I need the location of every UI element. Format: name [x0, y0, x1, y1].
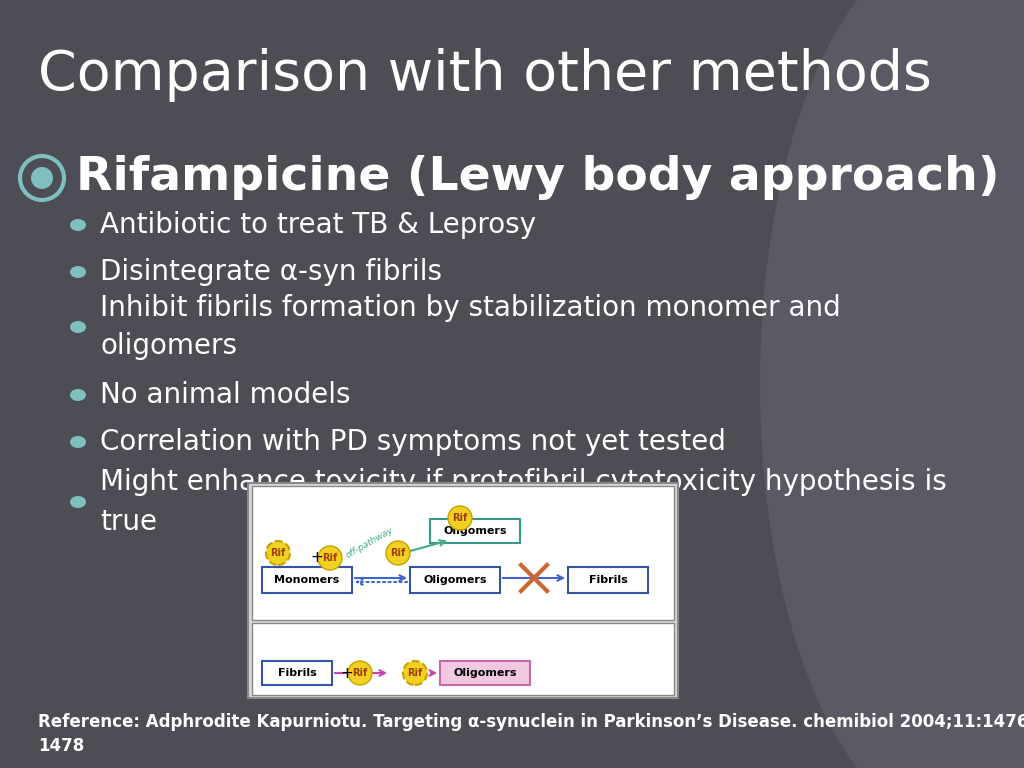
- Text: Disintegrate α-syn fibrils: Disintegrate α-syn fibrils: [100, 258, 442, 286]
- FancyBboxPatch shape: [410, 567, 500, 593]
- Text: Rif: Rif: [352, 668, 368, 678]
- Ellipse shape: [70, 321, 86, 333]
- FancyBboxPatch shape: [248, 483, 678, 698]
- Text: Oligomers: Oligomers: [423, 575, 486, 585]
- Ellipse shape: [70, 389, 86, 401]
- Text: Fibrils: Fibrils: [278, 668, 316, 678]
- Circle shape: [348, 661, 372, 685]
- Text: Oligomers: Oligomers: [454, 668, 517, 678]
- Text: off-pathway: off-pathway: [344, 526, 395, 561]
- Text: +: +: [310, 551, 324, 565]
- FancyBboxPatch shape: [430, 519, 520, 543]
- FancyBboxPatch shape: [440, 661, 530, 685]
- FancyBboxPatch shape: [252, 623, 674, 695]
- FancyBboxPatch shape: [568, 567, 648, 593]
- Text: Rif: Rif: [408, 668, 423, 678]
- Text: No animal models: No animal models: [100, 381, 350, 409]
- Ellipse shape: [70, 436, 86, 448]
- Circle shape: [318, 546, 342, 570]
- Ellipse shape: [70, 219, 86, 231]
- Text: Rif: Rif: [390, 548, 406, 558]
- Circle shape: [449, 506, 472, 530]
- Text: Reference: Adphrodite Kapurniotu. Targeting α-synuclein in Parkinson’s Disease. : Reference: Adphrodite Kapurniotu. Target…: [38, 713, 1024, 755]
- Ellipse shape: [70, 266, 86, 278]
- Text: Might enhance toxicity if protofibril cytotoxicity hypothesis is
true: Might enhance toxicity if protofibril cy…: [100, 468, 947, 535]
- FancyBboxPatch shape: [262, 567, 352, 593]
- Text: Inhibit fibrils formation by stabilization monomer and
oligomers: Inhibit fibrils formation by stabilizati…: [100, 293, 841, 360]
- Text: Rif: Rif: [323, 553, 338, 563]
- Text: Rifampicine (Lewy body approach): Rifampicine (Lewy body approach): [76, 155, 999, 200]
- Circle shape: [266, 541, 290, 565]
- Circle shape: [403, 661, 427, 685]
- FancyBboxPatch shape: [262, 661, 332, 685]
- FancyBboxPatch shape: [252, 486, 674, 620]
- Text: Correlation with PD symptoms not yet tested: Correlation with PD symptoms not yet tes…: [100, 428, 726, 456]
- Ellipse shape: [760, 0, 1024, 768]
- Text: Rif: Rif: [453, 513, 468, 523]
- Text: Fibrils: Fibrils: [589, 575, 628, 585]
- Text: +: +: [341, 666, 353, 680]
- Ellipse shape: [70, 496, 86, 508]
- Text: Oligomers: Oligomers: [443, 526, 507, 536]
- Circle shape: [31, 167, 53, 189]
- Text: Rif: Rif: [270, 548, 286, 558]
- Text: Monomers: Monomers: [274, 575, 340, 585]
- Circle shape: [386, 541, 410, 565]
- Text: Antibiotic to treat TB & Leprosy: Antibiotic to treat TB & Leprosy: [100, 211, 536, 239]
- Text: Comparison with other methods: Comparison with other methods: [38, 48, 932, 102]
